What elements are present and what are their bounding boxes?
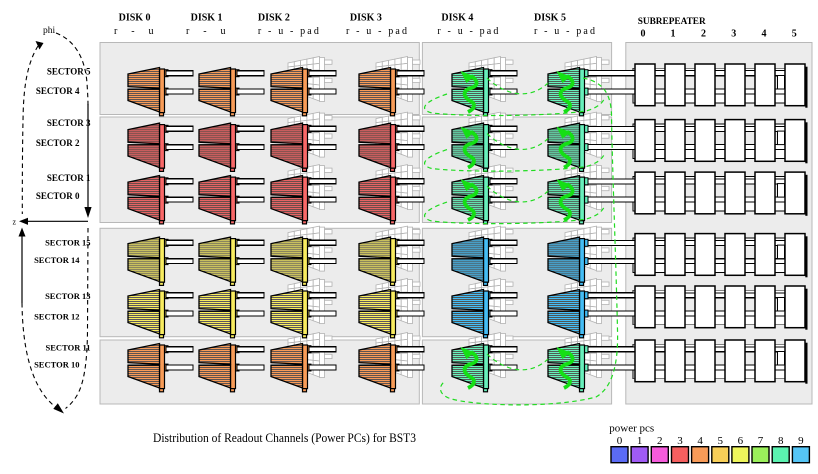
svg-text:SUBREPEATER: SUBREPEATER <box>638 17 706 27</box>
svg-text:power pcs: power pcs <box>609 423 654 435</box>
svg-text:6: 6 <box>738 435 744 447</box>
svg-text:SECTOR 1: SECTOR 1 <box>47 173 91 183</box>
svg-text:5: 5 <box>718 435 724 447</box>
svg-text:SECTOR 14: SECTOR 14 <box>34 255 80 265</box>
svg-text:4: 4 <box>762 28 767 39</box>
svg-text:SECTOR 10: SECTOR 10 <box>34 360 79 370</box>
svg-text:1: 1 <box>637 435 643 447</box>
svg-text:DISK 5: DISK 5 <box>534 12 566 23</box>
svg-text:SECTOR 15: SECTOR 15 <box>45 238 90 248</box>
svg-text:phi: phi <box>43 26 56 36</box>
svg-text:SECTOR 13: SECTOR 13 <box>45 291 90 301</box>
svg-text:DISK 1: DISK 1 <box>191 12 223 23</box>
svg-text:1: 1 <box>671 28 676 39</box>
svg-text:SECTOR 12: SECTOR 12 <box>34 312 79 322</box>
svg-text:8: 8 <box>778 435 784 447</box>
svg-text:2: 2 <box>657 435 663 447</box>
svg-text:5: 5 <box>792 28 797 39</box>
svg-text:0: 0 <box>617 435 623 447</box>
svg-text:9: 9 <box>798 435 804 447</box>
svg-text:SECTOR 5: SECTOR 5 <box>47 67 91 77</box>
svg-text:2: 2 <box>701 28 706 39</box>
svg-text:z: z <box>13 217 17 226</box>
svg-text:3: 3 <box>731 28 736 39</box>
svg-text:r - u: r - u <box>186 26 226 37</box>
svg-text:Distribution of Readout Channe: Distribution of Readout Channels (Power … <box>153 430 416 445</box>
svg-text:3: 3 <box>677 435 683 447</box>
svg-text:r - u: r - u <box>114 26 154 37</box>
svg-text:7: 7 <box>758 435 764 447</box>
svg-text:SECTOR 3: SECTOR 3 <box>47 118 91 128</box>
svg-text:SECTOR 2: SECTOR 2 <box>36 138 80 148</box>
svg-text:SECTOR 0: SECTOR 0 <box>36 191 80 201</box>
svg-text:DISK 2: DISK 2 <box>258 12 290 23</box>
svg-text:4: 4 <box>697 435 703 447</box>
svg-text:SECTOR 11: SECTOR 11 <box>46 343 91 353</box>
svg-text:DISK 3: DISK 3 <box>350 12 382 23</box>
svg-text:SECTOR 4: SECTOR 4 <box>36 86 80 96</box>
svg-text:0: 0 <box>641 28 646 39</box>
svg-text:DISK 4: DISK 4 <box>441 12 473 23</box>
svg-text:DISK 0: DISK 0 <box>119 12 151 23</box>
